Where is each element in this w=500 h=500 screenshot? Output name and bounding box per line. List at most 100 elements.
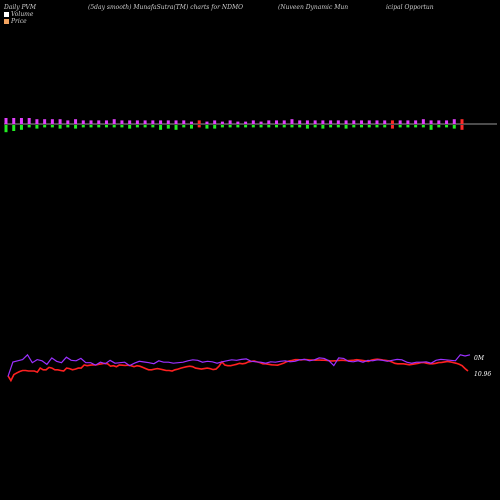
legend-price: Price (4, 18, 27, 25)
pvm-bar-down (336, 125, 340, 128)
legend-volume-label: Volume (11, 11, 34, 18)
pvm-bar-up (282, 120, 286, 124)
pvm-bar-down (437, 125, 441, 128)
pvm-bar-up (344, 120, 348, 124)
pvm-bar-down (421, 125, 425, 128)
pvm-bar-up (166, 120, 170, 124)
pvm-bar-down (143, 125, 147, 128)
pvm-bar-down (290, 125, 294, 128)
pvm-bar-down (236, 125, 240, 128)
pvm-bar-down (414, 125, 418, 128)
pvm-bar-down (367, 125, 371, 128)
legend-price-label: Price (11, 18, 27, 25)
pvm-bar-up (460, 119, 464, 124)
pvm-bar-up (321, 120, 325, 124)
legend-volume-swatch (4, 12, 9, 17)
pvm-bar-up (437, 120, 441, 124)
pvm-bar-up (398, 120, 402, 124)
pvm-bar-up (159, 120, 163, 124)
pvm-bar-down (313, 125, 317, 128)
pvm-bar-up (50, 119, 54, 124)
pvm-bar-down (445, 125, 449, 128)
pvm-bar-up (336, 120, 340, 124)
pvm-bar-down (174, 125, 178, 130)
pvm-bar-down (352, 125, 356, 128)
pvm-bar-down (267, 125, 271, 128)
pvm-bar-up (383, 120, 387, 124)
pvm-bar-down (27, 125, 31, 128)
pvm-bar-up (406, 120, 410, 124)
pvm-bar-up (143, 120, 147, 124)
pvm-bar-down (197, 125, 201, 128)
pvm-bar-down (398, 125, 402, 128)
pvm-bar-up (228, 120, 232, 124)
pvm-bar-up (182, 120, 186, 124)
pvm-bar-down (81, 125, 85, 128)
pvm-bar-up (174, 120, 178, 124)
pvm-bar-down (344, 125, 348, 129)
pvm-bar-up (329, 120, 333, 124)
pvm-bar-up (375, 120, 379, 124)
pvm-bar-down (406, 125, 410, 128)
pvm-bar-down (12, 125, 16, 131)
pvm-bar-down (135, 125, 139, 128)
pvm-bar-up (97, 120, 101, 124)
pvm-bar-down (97, 125, 101, 128)
pvm-bar-down (58, 125, 62, 129)
price-line (7, 358, 469, 383)
pvm-bar-up (151, 120, 155, 124)
pvm-bar-down (50, 125, 54, 128)
chart-title-right-a: (Nuveen Dynamic Mun (278, 4, 349, 11)
pvm-bar-up (367, 120, 371, 124)
pvm-bar-up (352, 120, 356, 124)
pvm-bar-up (236, 121, 240, 124)
pvm-bar-up (205, 121, 209, 124)
pvm-bar-up (259, 121, 263, 124)
pvm-bar-up (429, 120, 433, 124)
pvm-bar-up (27, 118, 31, 124)
pvm-bar-down (298, 125, 302, 128)
price-value-label: 10.96 (474, 371, 491, 378)
pvm-bar-down (244, 125, 248, 128)
pvm-bar-down (19, 125, 23, 130)
pvm-bar-up (452, 119, 456, 124)
pvm-bar-up (244, 121, 248, 124)
pvm-bar-up (275, 120, 279, 124)
pvm-bar-up (251, 120, 255, 124)
pvm-bar-down (213, 125, 217, 129)
pvm-bar-up (58, 119, 62, 124)
pvm-bar-down (128, 125, 132, 129)
pvm-bar-down (104, 125, 108, 128)
pvm-bar-up (414, 120, 418, 124)
pvm-bar-down (74, 125, 78, 129)
pvm-bar-down (43, 125, 47, 128)
pvm-bar-up (390, 120, 394, 124)
legend-volume: Volume (4, 11, 33, 18)
pvm-bar-down (282, 125, 286, 128)
pvm-bar-up (81, 120, 85, 124)
pvm-bar-up (360, 120, 364, 124)
pvm-bar-up (89, 120, 93, 124)
pvm-bar-up (421, 119, 425, 124)
pvm-bar-down (159, 125, 163, 130)
pvm-bar-down (321, 125, 325, 129)
pvm-bar-down (259, 125, 263, 128)
pvm-bar-down (251, 125, 255, 128)
pvm-bar-down (383, 125, 387, 128)
pvm-bar-down (460, 125, 464, 130)
legend-price-swatch (4, 19, 9, 24)
pvm-bar-up (213, 120, 217, 124)
pvm-bar-down (305, 125, 309, 129)
pvm-bar-up (135, 120, 139, 124)
pvm-bar-down (182, 125, 186, 128)
pvm-bar-up (112, 119, 116, 124)
pvm-bar-up (189, 121, 193, 124)
pvm-bar-down (329, 125, 333, 128)
pvm-bar-up (66, 120, 70, 124)
pvm-bar-down (205, 125, 209, 129)
pvm-bar-up (267, 120, 271, 124)
pvm-bar-up (43, 119, 47, 124)
pvm-bar-up (128, 120, 132, 124)
pvm-bar-up (12, 118, 16, 124)
